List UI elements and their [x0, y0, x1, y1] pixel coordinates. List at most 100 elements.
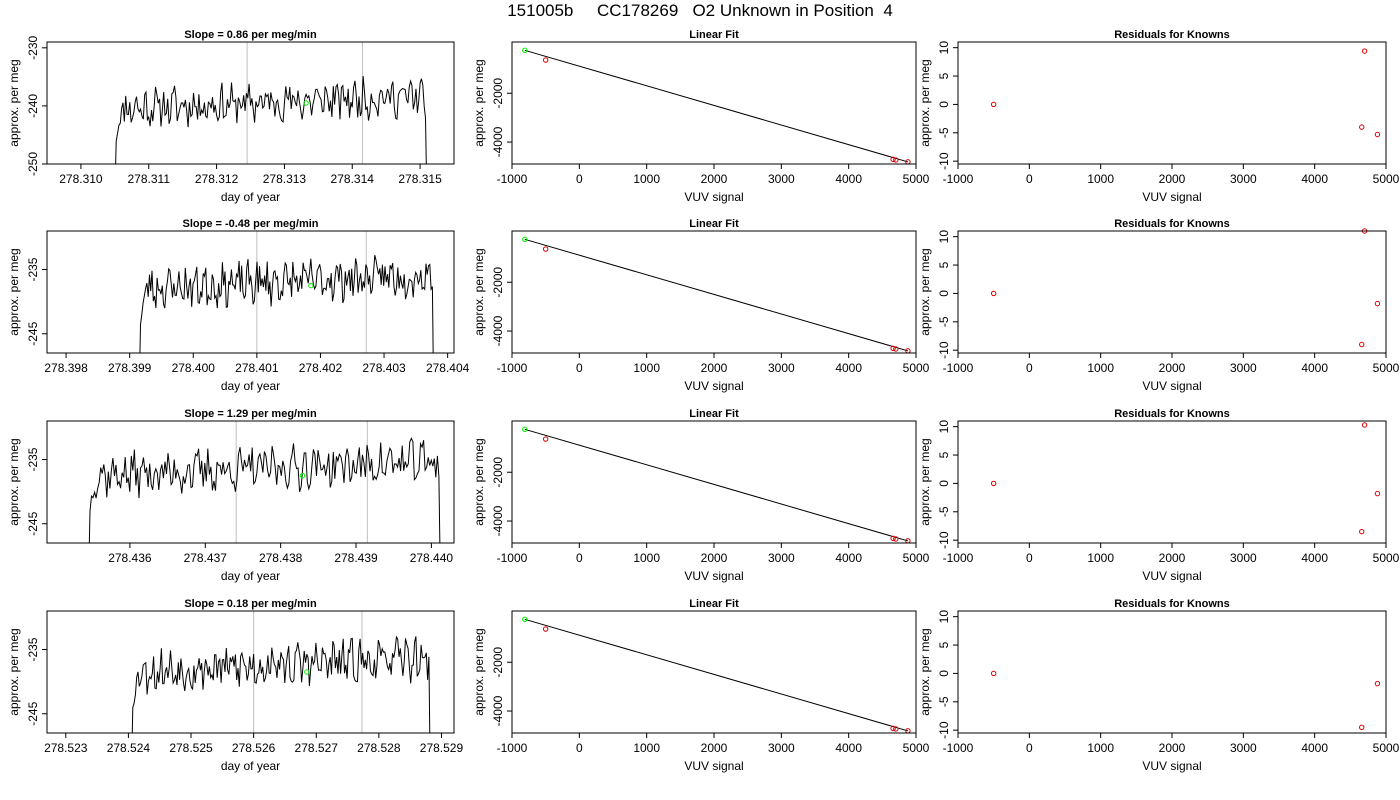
x-tick-label: 4000: [835, 172, 862, 186]
panel-fit-row3: Linear Fit VUV signal approx. per meg -1000…: [472, 408, 930, 583]
residual-point: [1359, 124, 1365, 130]
x-tick-label: -1000: [943, 551, 974, 565]
plot-area: [522, 47, 911, 164]
plot-frame: [511, 610, 917, 734]
x-tick-label: 4000: [1301, 361, 1328, 375]
panel-fit-row2: Linear Fit VUV signal approx. per meg -1000…: [472, 218, 930, 393]
signal-trace: [139, 254, 434, 353]
y-tick-label: 5: [937, 451, 951, 458]
known-point: [890, 156, 896, 163]
x-tick-label: 2000: [701, 361, 728, 375]
x-tick-label: 5000: [903, 741, 930, 755]
y-tick-label: -5: [937, 127, 951, 138]
y-tick-label: -230: [26, 35, 40, 59]
panel-trace-row2: Slope = -0.48 per meg/min day of year appr…: [7, 218, 470, 393]
x-tick-label: 278.525: [169, 741, 213, 755]
y-tick-label: -250: [26, 152, 40, 176]
panel-title: Linear Fit: [689, 408, 739, 420]
y-tick-label: -4000: [491, 126, 505, 157]
known-point: [542, 57, 549, 63]
y-tick-label: 10: [937, 610, 951, 624]
x-tick-label: 0: [576, 551, 583, 565]
x-axis-label: VUV signal: [684, 379, 743, 393]
plot-area: [522, 616, 911, 733]
x-tick-label: 278.401: [235, 361, 279, 375]
x-tick-label: 3000: [768, 551, 795, 565]
x-tick-label: 5000: [903, 361, 930, 375]
y-tick-label: -5: [937, 506, 951, 517]
known-point: [893, 536, 899, 542]
x-tick-label: -1000: [943, 741, 974, 755]
x-tick-label: 278.528: [357, 741, 401, 755]
y-tick-label: -235: [26, 257, 40, 281]
x-tick-label: 1000: [1087, 551, 1114, 565]
y-tick-label: 5: [937, 641, 951, 648]
residual-point: [990, 290, 997, 297]
x-tick-label: 278.313: [263, 172, 307, 186]
plot-frame: [46, 41, 455, 165]
x-tick-label: 5000: [1373, 551, 1400, 565]
panel-title: Slope = 0.18 per meg/min: [184, 598, 317, 610]
x-tick-label: 278.529: [420, 741, 464, 755]
fit-line: [524, 238, 909, 352]
x-tick-label: 278.527: [295, 741, 339, 755]
y-tick-label: 10: [937, 230, 951, 244]
x-tick-label: 2000: [1159, 551, 1186, 565]
figure-title: 151005b CC178269 O2 Unknown in Position …: [507, 1, 893, 20]
x-axis-label: day of year: [221, 759, 280, 773]
fit-line: [524, 49, 909, 163]
y-axis-label: approx. per meg: [472, 628, 486, 715]
y-tick-label: 0: [937, 670, 951, 677]
panel-title: Residuals for Knowns: [1114, 408, 1230, 420]
x-tick-label: -1000: [943, 172, 974, 186]
x-tick-label: 0: [1026, 551, 1033, 565]
panel-trace-row1: Slope = 0.86 per meg/min day of year appro…: [7, 29, 455, 204]
known-point: [905, 159, 911, 164]
x-tick-label: 4000: [835, 741, 862, 755]
fit-line: [524, 618, 909, 732]
panel-fit-row1: Linear Fit VUV signal approx. per meg -1000…: [472, 29, 930, 204]
x-tick-label: 278.310: [59, 172, 103, 186]
panel-title: Residuals for Knowns: [1114, 29, 1230, 41]
x-tick-label: 5000: [1373, 361, 1400, 375]
x-tick-label: 5000: [903, 172, 930, 186]
y-axis-label: approx. per meg: [472, 59, 486, 146]
y-tick-label: -4000: [491, 315, 505, 346]
y-tick-label: 0: [937, 290, 951, 297]
y-tick-label: -2000: [491, 267, 505, 298]
x-axis-label: VUV signal: [684, 190, 743, 204]
known-point: [542, 246, 549, 252]
y-tick-label: -10: [937, 531, 951, 549]
x-tick-label: 1000: [1087, 741, 1114, 755]
panel-title: Residuals for Knowns: [1114, 218, 1230, 230]
known-point: [890, 725, 896, 732]
known-point: [905, 538, 911, 543]
x-tick-label: 3000: [768, 741, 795, 755]
unknown-point: [522, 47, 528, 53]
plot-frame: [957, 610, 1387, 734]
y-tick-label: -235: [26, 637, 40, 661]
x-tick-label: 5000: [903, 551, 930, 565]
y-axis-label: approx. per meg: [918, 628, 932, 715]
y-tick-label: 0: [937, 101, 951, 108]
x-axis-label: day of year: [221, 379, 280, 393]
y-tick-label: -245: [26, 321, 40, 345]
x-tick-label: 1000: [633, 172, 660, 186]
plot-area: [115, 42, 427, 164]
residual-point: [990, 670, 997, 677]
x-tick-label: 278.315: [398, 172, 442, 186]
x-tick-label: 3000: [1230, 172, 1257, 186]
panel-title: Slope = 0.86 per meg/min: [184, 29, 317, 41]
known-point: [890, 535, 896, 542]
y-axis-label: approx. per meg: [918, 438, 932, 525]
x-tick-label: -1000: [497, 741, 528, 755]
panel-title: Linear Fit: [689, 29, 739, 41]
x-tick-label: 278.402: [299, 361, 343, 375]
y-tick-label: -240: [26, 94, 40, 118]
unknown-point: [522, 616, 528, 622]
x-tick-label: 3000: [768, 172, 795, 186]
plot-frame: [511, 230, 917, 354]
panel-title: Slope = 1.29 per meg/min: [184, 408, 317, 420]
y-tick-label: -4000: [491, 505, 505, 536]
y-tick-label: -5: [937, 696, 951, 707]
